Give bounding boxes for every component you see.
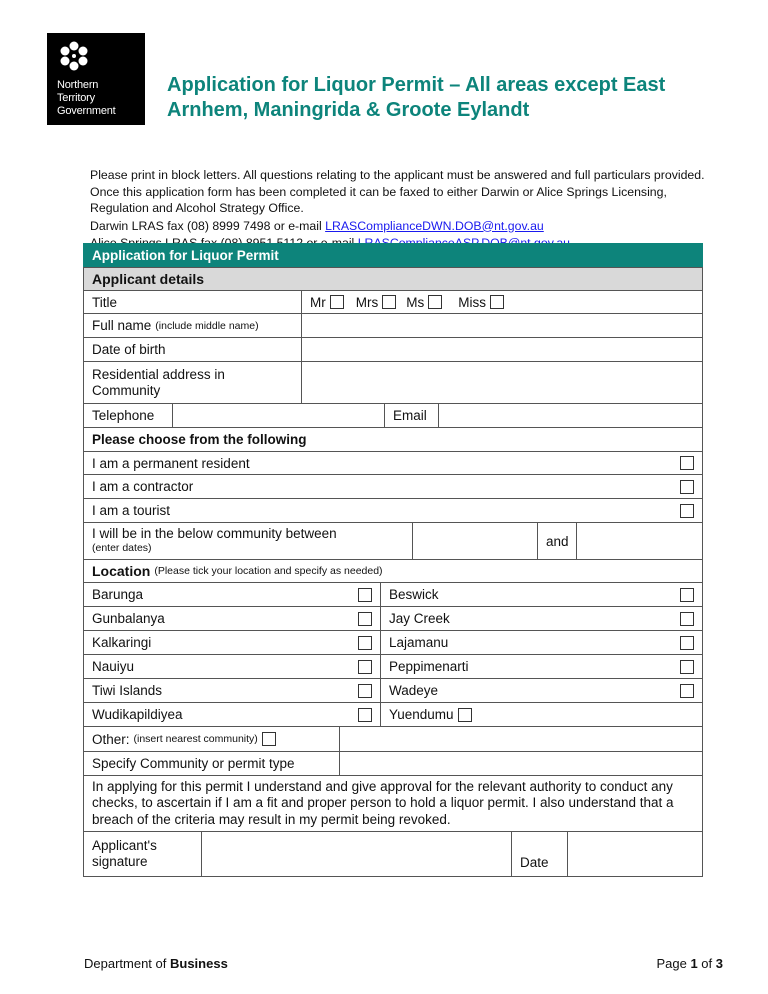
specify-label: Specify Community or permit type <box>83 751 340 776</box>
location-checkbox[interactable] <box>358 587 372 602</box>
telephone-field[interactable] <box>172 403 385 428</box>
page-title: Application for Liquor Permit – All area… <box>167 74 666 121</box>
title-ms-label: Ms <box>406 294 425 310</box>
location-checkbox[interactable] <box>457 707 472 722</box>
address-label: Residential address in Community <box>83 361 302 404</box>
location-item[interactable]: Peppimenarti <box>380 654 703 679</box>
form-header: Application for Liquor Permit <box>83 243 703 268</box>
other-field[interactable] <box>339 726 703 752</box>
title-miss-label: Miss <box>458 294 486 310</box>
other-checkbox[interactable] <box>261 732 276 746</box>
location-checkbox[interactable] <box>358 635 372 650</box>
date-field[interactable] <box>567 831 703 877</box>
title-mr-checkbox[interactable] <box>329 295 344 309</box>
end-date-field[interactable] <box>576 522 703 560</box>
location-item[interactable]: Beswick <box>380 582 703 607</box>
location-item[interactable]: Lajamanu <box>380 630 703 655</box>
flower-icon <box>60 41 88 71</box>
dob-field[interactable] <box>301 337 703 362</box>
nt-government-logo: Northern Territory Government <box>47 33 145 125</box>
between-label: I will be in the below community between… <box>83 522 413 560</box>
full-name-label: Full name (include middle name) <box>83 313 302 338</box>
signature-field[interactable] <box>201 831 512 877</box>
permanent-resident-checkbox[interactable] <box>680 456 694 470</box>
title-ms-checkbox[interactable] <box>428 295 443 309</box>
location-item[interactable]: Tiwi Islands <box>83 678 381 703</box>
darwin-contact: Darwin LRAS fax (08) 8999 7498 or e-mail <box>90 218 326 233</box>
contractor-checkbox[interactable] <box>680 479 694 494</box>
title-mrs-checkbox[interactable] <box>382 295 397 309</box>
footer-page-number: Page 1 of 3 <box>656 956 723 971</box>
location-checkbox[interactable] <box>358 683 372 698</box>
location-checkbox[interactable] <box>358 707 372 722</box>
declaration: In applying for this permit I understand… <box>83 775 703 832</box>
section-applicant-details: Applicant details <box>83 267 703 291</box>
location-item[interactable]: Yuendumu <box>380 702 703 727</box>
tourist-checkbox[interactable] <box>680 503 694 518</box>
darwin-email-link[interactable]: LRASComplianceDWN.DOB@nt.gov.au <box>325 218 544 233</box>
title-miss-checkbox[interactable] <box>490 295 504 309</box>
title-mrs-label: Mrs <box>355 294 379 310</box>
location-item[interactable]: Nauiyu <box>83 654 381 679</box>
title-options: Mr Mrs Ms Miss <box>301 290 703 314</box>
intro-paragraph: Please print in block letters. All quest… <box>90 168 705 215</box>
choice-permanent-resident[interactable]: I am a permanent resident <box>83 451 703 475</box>
specify-field[interactable] <box>339 751 703 776</box>
dob-label: Date of birth <box>83 337 302 362</box>
logo-text: Government <box>57 105 116 117</box>
location-checkbox[interactable] <box>680 683 694 698</box>
location-item[interactable]: Wudikapildiyea <box>83 702 381 727</box>
signature-label: Applicant's signature <box>83 831 202 877</box>
footer-department: Department of Business <box>84 956 228 971</box>
full-name-field[interactable] <box>301 313 703 338</box>
title-label: Title <box>83 290 302 314</box>
location-checkbox[interactable] <box>680 659 694 674</box>
choose-heading: Please choose from the following <box>83 427 703 452</box>
date-label: Date <box>511 831 568 877</box>
location-checkbox[interactable] <box>680 611 694 626</box>
location-checkbox[interactable] <box>680 635 694 650</box>
location-item[interactable]: Gunbalanya <box>83 606 381 631</box>
other-label: Other: (insert nearest community) <box>83 726 340 752</box>
start-date-field[interactable] <box>412 522 538 560</box>
location-heading: Location (Please tick your location and s… <box>83 559 703 583</box>
logo-text: Northern <box>57 79 99 91</box>
location-item[interactable]: Kalkaringi <box>83 630 381 655</box>
location-item[interactable]: Barunga <box>83 582 381 607</box>
address-field[interactable] <box>301 361 703 404</box>
intro: Please print in block letters. All quest… <box>90 167 710 252</box>
location-item[interactable]: Wadeye <box>380 678 703 703</box>
email-field[interactable] <box>438 403 703 428</box>
choice-tourist[interactable]: I am a tourist <box>83 498 703 523</box>
location-item[interactable]: Jay Creek <box>380 606 703 631</box>
telephone-label: Telephone <box>83 403 173 428</box>
location-checkbox[interactable] <box>358 659 372 674</box>
title-mr-label: Mr <box>310 294 326 310</box>
logo-text: Territory <box>57 92 95 104</box>
email-label: Email <box>384 403 439 428</box>
location-checkbox[interactable] <box>680 587 694 602</box>
choice-contractor[interactable]: I am a contractor <box>83 474 703 499</box>
location-checkbox[interactable] <box>358 611 372 626</box>
and-label: and <box>537 522 577 560</box>
